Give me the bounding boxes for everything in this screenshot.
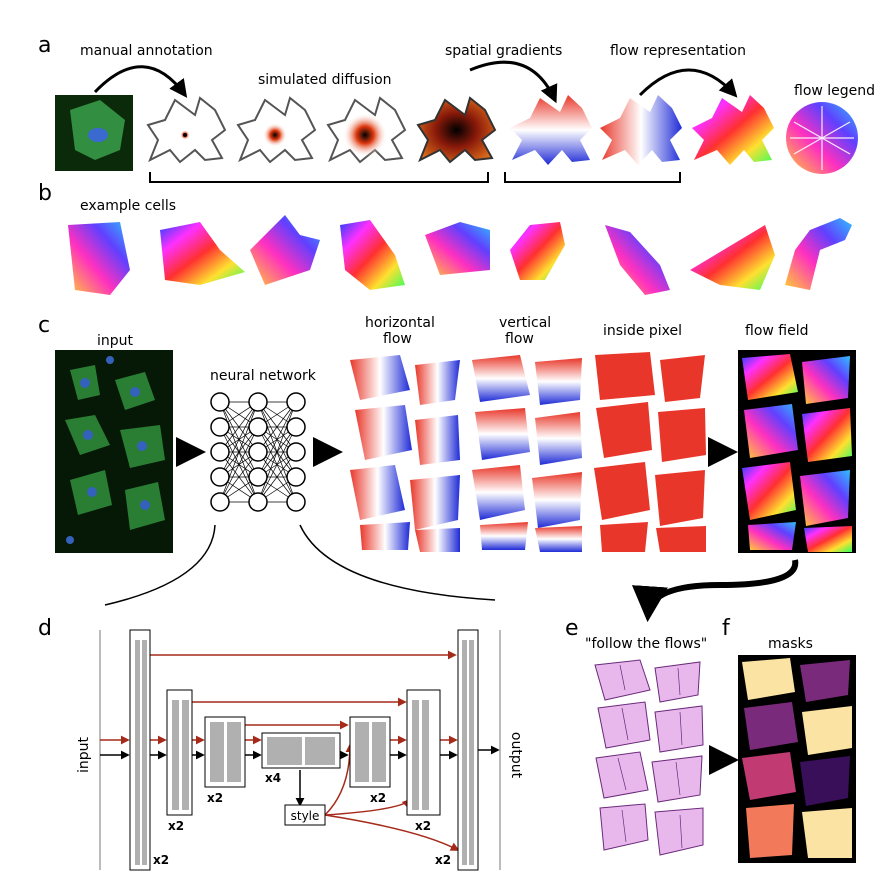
nn-node <box>286 442 306 462</box>
nn-connection <box>219 451 259 503</box>
label-neural-network: neural network <box>210 368 317 384</box>
panel-letter-d: d <box>38 616 52 641</box>
panel-letter-f: f <box>722 616 731 641</box>
multiplier-dec-2: x2 <box>415 819 431 833</box>
nn-node <box>248 467 268 487</box>
label-spatial-gradients: spatial gradients <box>445 43 562 59</box>
nn-node <box>286 492 306 512</box>
nn-node <box>248 442 268 462</box>
diffusion-step-3 <box>326 96 407 164</box>
label-follow-the-flows: "follow the flows" <box>585 636 707 652</box>
flow-representation-cell <box>692 95 774 165</box>
label-input: input <box>97 333 134 349</box>
nn-node <box>210 417 230 437</box>
nn-node <box>286 417 306 437</box>
label-example-cells: example cells <box>80 198 176 214</box>
label-simulated-diffusion: simulated diffusion <box>258 72 392 88</box>
unet-input-label: input <box>76 736 92 773</box>
multiplier-enc-3: x2 <box>207 791 223 805</box>
example-cells-row <box>68 215 852 295</box>
unet-output-label: output <box>508 732 524 779</box>
flow-legend-wheel <box>786 102 858 174</box>
annotation-arrow <box>93 65 188 98</box>
nn-connection <box>219 401 259 478</box>
multiplier-enc-2: x2 <box>168 819 184 833</box>
label-inside-pixel: inside pixel <box>603 323 682 339</box>
diffusion-step-4 <box>416 96 497 164</box>
diffusion-step-1 <box>146 96 227 164</box>
multiplier-bottleneck: x4 <box>265 771 281 785</box>
multiplier-dec-3: x2 <box>435 853 451 867</box>
nn-node <box>210 442 230 462</box>
label-flow-representation: flow representation <box>610 43 746 59</box>
label-flow-legend: flow legend <box>794 83 875 99</box>
diffusion-bracket <box>149 172 489 183</box>
panel-letter-a: a <box>38 33 51 58</box>
gradients-arrow <box>469 60 558 104</box>
label-vertical-flow-2: flow <box>505 331 534 347</box>
panel-letter-c: c <box>38 313 50 338</box>
nn-node <box>248 492 268 512</box>
nn-connection <box>257 401 297 453</box>
horizontal-flow-image <box>345 350 463 553</box>
neural-network-graph <box>210 392 306 512</box>
label-masks: masks <box>768 636 813 652</box>
panel-letter-e: e <box>565 616 579 641</box>
label-horizontal-flow-1: horizontal <box>365 315 435 331</box>
nn-connection <box>219 401 259 453</box>
label-flow-field: flow field <box>745 323 809 339</box>
zoom-line-left <box>104 524 216 606</box>
multiplier-enc-1: x2 <box>153 853 169 867</box>
input-image-cells <box>65 356 165 544</box>
style-box <box>284 804 326 826</box>
zoom-line-right <box>299 524 496 601</box>
flow-field-image <box>738 350 856 553</box>
nn-node <box>286 392 306 412</box>
nn-connection <box>219 426 259 503</box>
diffusion-step-2 <box>236 96 317 164</box>
multiplier-dec-1: x2 <box>370 791 386 805</box>
nn-node <box>210 392 230 412</box>
label-manual-annotation: manual annotation <box>80 43 213 59</box>
nn-node <box>210 492 230 512</box>
style-label: style <box>291 809 320 823</box>
masks-image <box>738 655 856 863</box>
nn-connection <box>257 401 297 503</box>
nn-connection <box>219 401 259 503</box>
cell-image-nucleus <box>88 128 108 142</box>
nn-connection <box>257 451 297 503</box>
nn-connection <box>257 426 297 503</box>
unet-diagram: input output <box>76 629 524 871</box>
nn-node <box>248 417 268 437</box>
gradient-vertical <box>600 95 682 165</box>
arrow-flow-to-masks <box>631 559 799 623</box>
nn-node <box>248 392 268 412</box>
vertical-flow-image <box>468 350 586 553</box>
nn-connection <box>257 401 297 478</box>
label-vertical-flow-1: vertical <box>499 315 551 331</box>
label-horizontal-flow-2: flow <box>383 331 412 347</box>
inside-pixel-image <box>590 350 708 553</box>
nn-node <box>210 467 230 487</box>
representation-arrow <box>638 68 738 98</box>
follow-the-flows-image <box>590 655 708 863</box>
gradients-bracket <box>504 172 681 183</box>
nn-node <box>286 467 306 487</box>
gradient-horizontal <box>510 95 592 165</box>
panel-letter-b: b <box>38 181 52 206</box>
